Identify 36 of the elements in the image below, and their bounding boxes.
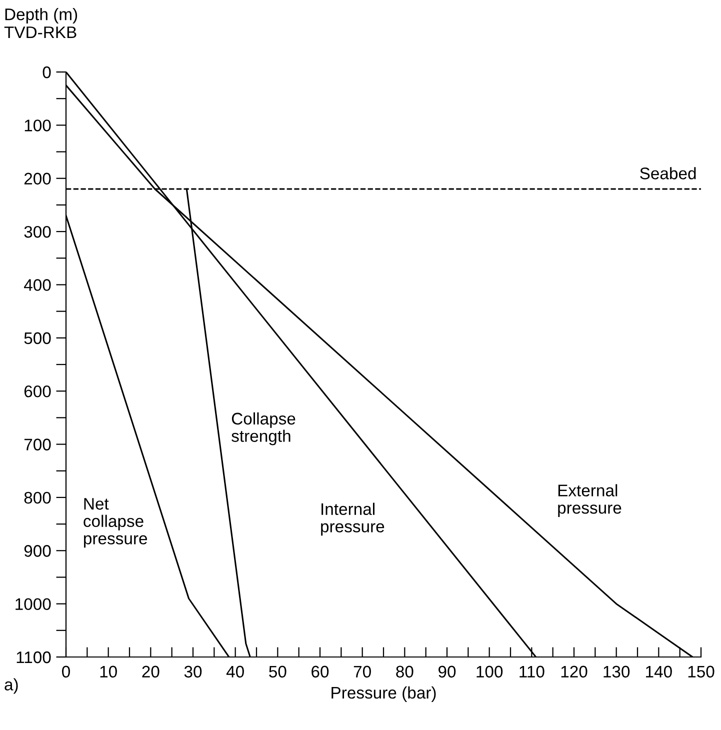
y-tick-label: 900 [24, 545, 51, 557]
y-tick-label: 700 [24, 438, 51, 450]
y-axis-title: Depth (m) TVD-RKB [4, 8, 78, 38]
y-tick-label: 200 [24, 172, 51, 185]
x-tick-label: 40 [226, 666, 244, 678]
x-tick-label: 30 [184, 666, 202, 678]
x-tick-label: 140 [646, 666, 672, 678]
y-tick-label: 400 [24, 279, 51, 291]
x-tick-label: 150 [688, 666, 714, 678]
series-label: Net collapse pressure [84, 498, 148, 548]
x-tick-label: 130 [604, 666, 630, 678]
x-tick-label: 90 [438, 666, 456, 678]
x-tick-label: 0 [62, 666, 70, 678]
text: a) [4, 678, 18, 694]
y-tick-label: 100 [24, 120, 51, 132]
x-tick-label: 50 [269, 666, 286, 678]
ref-line-label: Seabed [640, 167, 696, 180]
x-tick-label: 120 [561, 666, 588, 678]
series-label: Internal pressure [321, 502, 384, 536]
x-tick-label: 60 [312, 666, 329, 678]
x-tick-label: 20 [142, 666, 160, 678]
x-tick-label: 10 [100, 666, 117, 678]
y-tick-label: 800 [24, 492, 51, 504]
y-tick-label: 1100 [16, 651, 51, 664]
x-tick-label: 100 [476, 666, 503, 678]
x-tick-label: 70 [354, 666, 371, 678]
y-tick-label: 1000 [16, 598, 51, 610]
series-label: External pressure [558, 484, 622, 518]
y-tick-label: 300 [24, 226, 51, 238]
x-tick-label: 110 [520, 666, 544, 678]
x-axis-title: Pressure (bar) [332, 686, 436, 702]
y-tick-label: 500 [24, 332, 51, 344]
series-label: Collapse strength [232, 412, 296, 446]
y-tick-label: 600 [24, 385, 51, 398]
y-tick-label: 0 [42, 66, 51, 78]
x-tick-label: 80 [396, 666, 414, 678]
